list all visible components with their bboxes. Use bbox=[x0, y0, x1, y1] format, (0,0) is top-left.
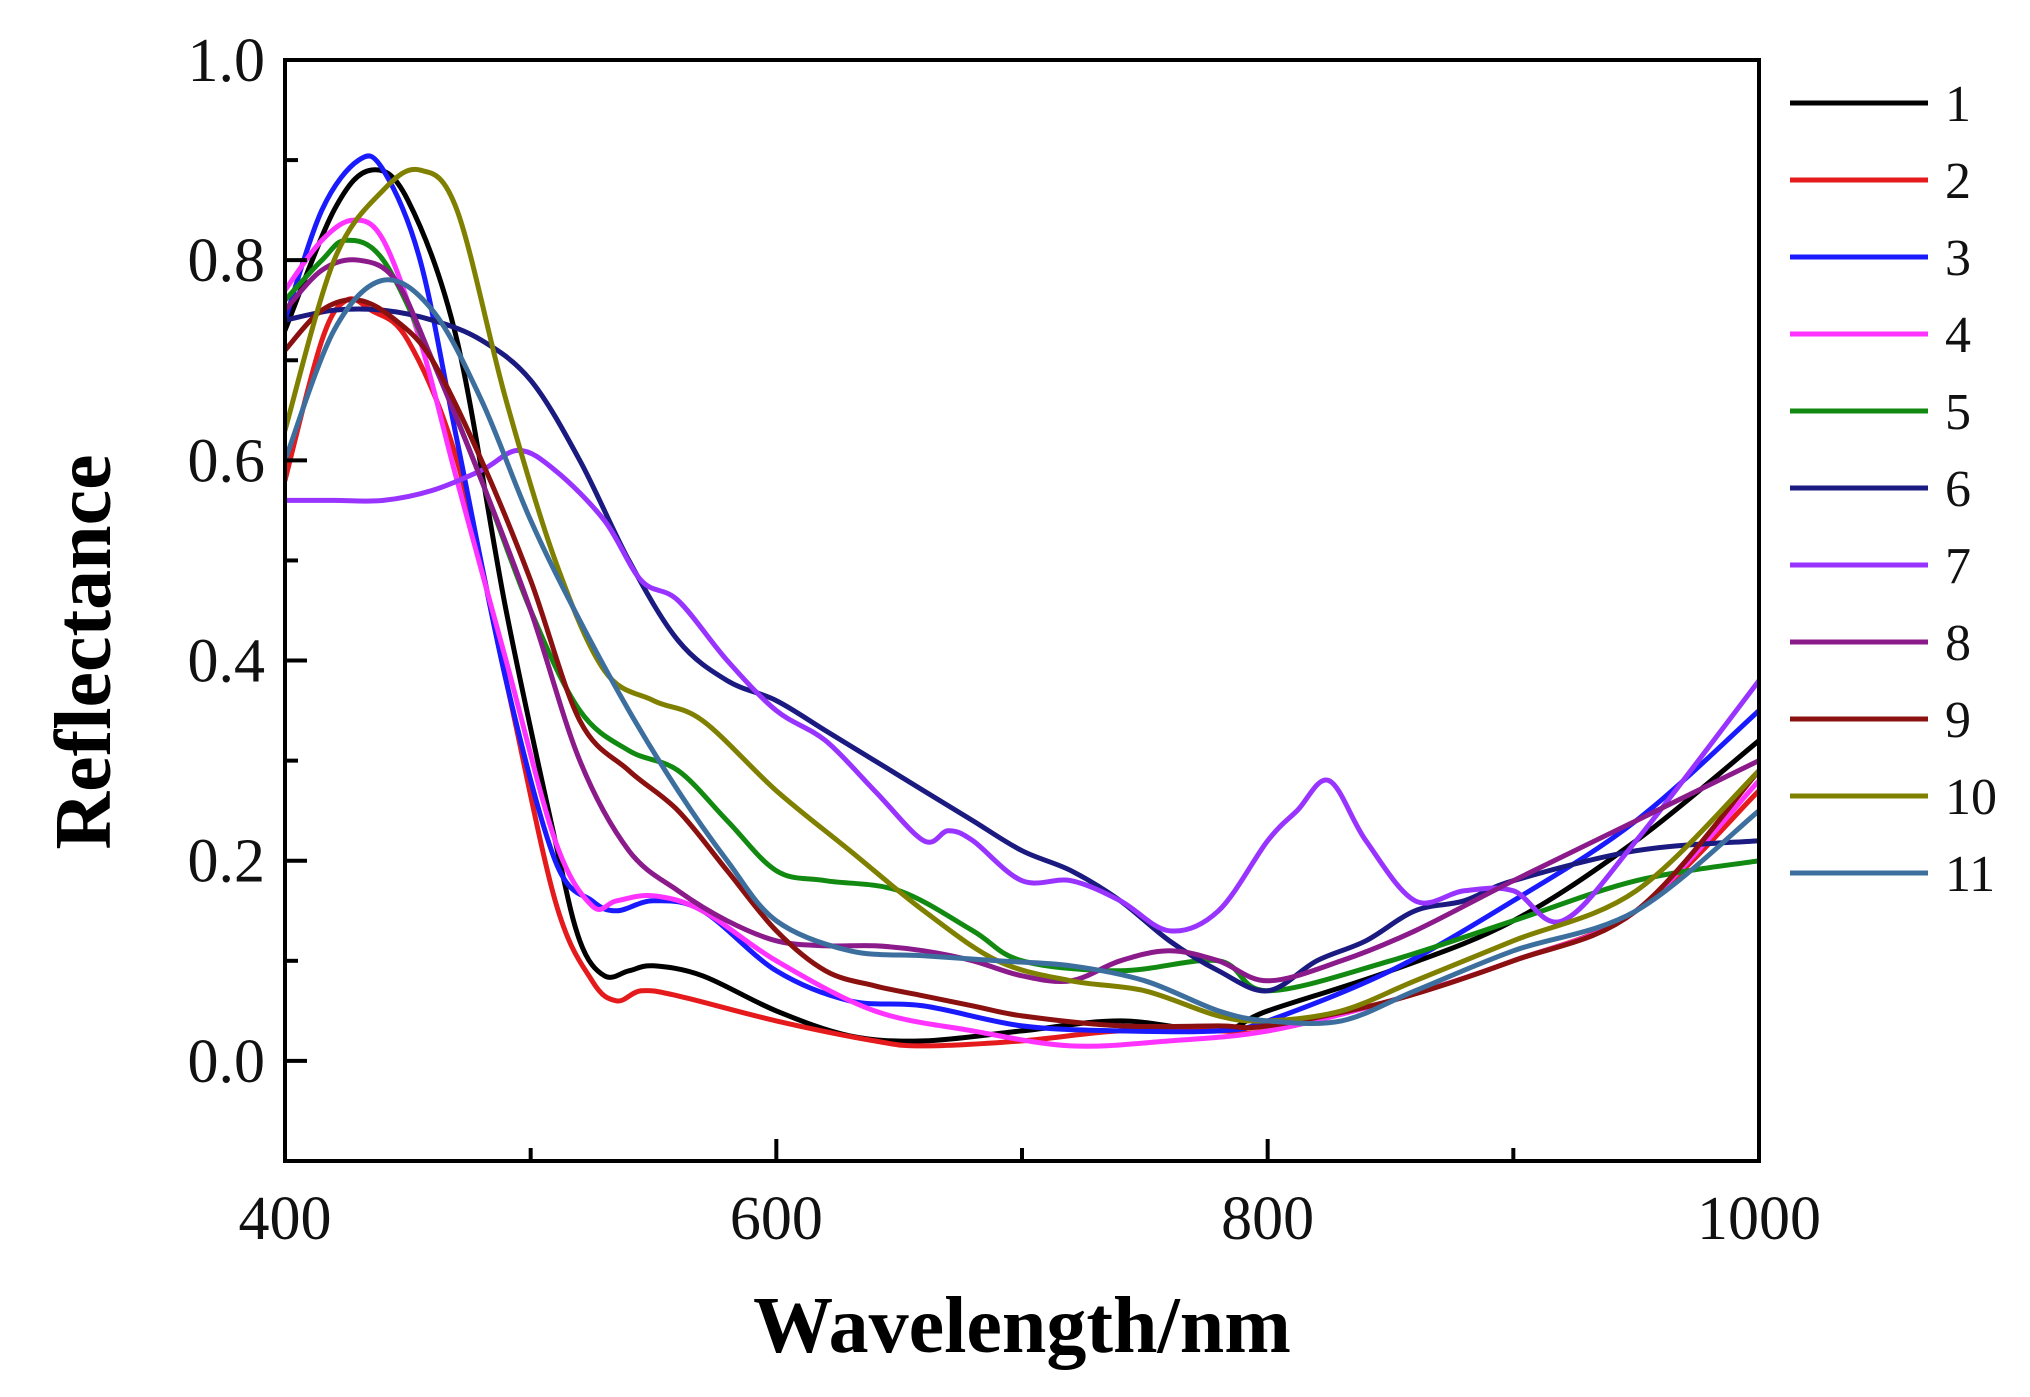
y-tick-labels: 0.0 0.2 0.4 0.6 0.8 1.0 bbox=[188, 27, 266, 1096]
legend-label-1: 1 bbox=[1945, 76, 1971, 133]
y-tick-label: 0.8 bbox=[188, 227, 266, 295]
series-line-11 bbox=[285, 277, 1759, 1026]
axis-ticks bbox=[283, 58, 1761, 1163]
series-line-3 bbox=[285, 153, 1759, 1035]
series-line-8 bbox=[285, 257, 1759, 985]
legend: 1 2 3 4 5 6 7 8 9 10 11 bbox=[1790, 76, 1997, 903]
legend-label-11: 11 bbox=[1945, 846, 1995, 903]
y-tick-label: 0.6 bbox=[188, 427, 266, 495]
legend-label-4: 4 bbox=[1945, 307, 1971, 364]
legend-label-8: 8 bbox=[1945, 615, 1971, 672]
legend-label-3: 3 bbox=[1945, 230, 1971, 287]
series-line-6 bbox=[285, 306, 1759, 994]
legend-label-5: 5 bbox=[1945, 384, 1971, 441]
y-tick-label: 0.0 bbox=[188, 1028, 266, 1096]
legend-label-10: 10 bbox=[1945, 769, 1997, 826]
x-tick-label: 800 bbox=[1221, 1185, 1314, 1253]
y-tick-label: 0.2 bbox=[188, 828, 266, 896]
y-tick-label: 0.4 bbox=[188, 628, 266, 696]
x-axis-title: Wavelength/nm bbox=[753, 1282, 1291, 1370]
series-line-7 bbox=[285, 447, 1759, 934]
legend-label-7: 7 bbox=[1945, 538, 1971, 595]
x-tick-labels: 400 600 800 1000 bbox=[239, 1185, 1822, 1253]
series-layer bbox=[285, 153, 1759, 1049]
legend-label-6: 6 bbox=[1945, 461, 1971, 518]
series-line-10 bbox=[285, 166, 1759, 1024]
x-tick-label: 400 bbox=[239, 1185, 332, 1253]
legend-label-2: 2 bbox=[1945, 153, 1971, 210]
y-axis-title: Reflectance bbox=[40, 454, 128, 849]
x-tick-label: 1000 bbox=[1697, 1185, 1821, 1253]
x-tick-label: 600 bbox=[730, 1185, 823, 1253]
legend-label-9: 9 bbox=[1945, 692, 1971, 749]
series-line-4 bbox=[285, 217, 1759, 1049]
y-tick-label: 1.0 bbox=[188, 27, 266, 95]
